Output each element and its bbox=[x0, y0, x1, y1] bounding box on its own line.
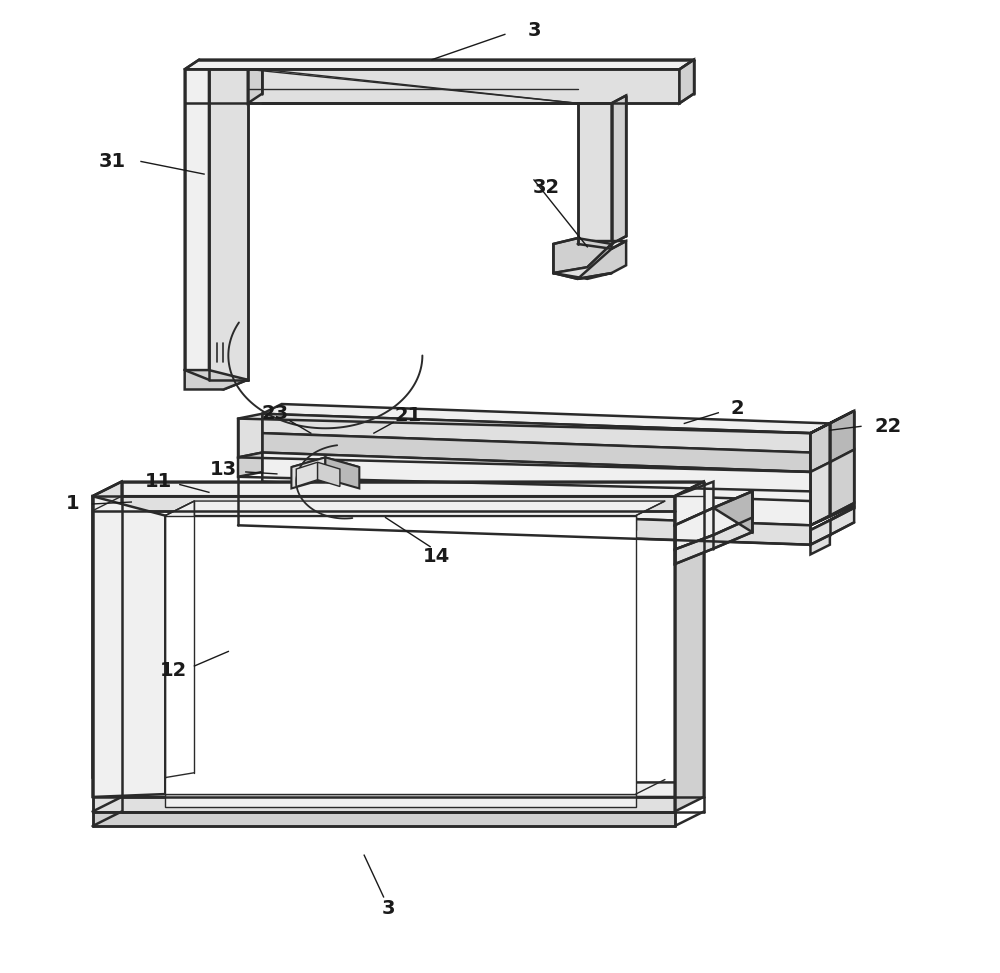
Polygon shape bbox=[318, 462, 340, 486]
Polygon shape bbox=[93, 811, 675, 826]
Text: 3: 3 bbox=[382, 899, 395, 919]
Polygon shape bbox=[209, 69, 248, 379]
Polygon shape bbox=[810, 462, 830, 525]
Polygon shape bbox=[675, 508, 752, 550]
Polygon shape bbox=[262, 506, 810, 545]
Polygon shape bbox=[291, 457, 325, 488]
Polygon shape bbox=[165, 794, 636, 807]
Text: 22: 22 bbox=[874, 416, 902, 436]
Polygon shape bbox=[93, 496, 675, 511]
Text: 12: 12 bbox=[159, 662, 187, 680]
Polygon shape bbox=[93, 482, 704, 496]
Polygon shape bbox=[165, 516, 636, 794]
Polygon shape bbox=[810, 508, 854, 530]
Polygon shape bbox=[553, 268, 612, 279]
Polygon shape bbox=[810, 411, 854, 433]
Polygon shape bbox=[810, 535, 830, 555]
Text: 1: 1 bbox=[66, 494, 80, 514]
Polygon shape bbox=[185, 379, 248, 389]
Polygon shape bbox=[679, 59, 694, 103]
Polygon shape bbox=[296, 462, 318, 486]
Text: 14: 14 bbox=[423, 547, 451, 566]
Polygon shape bbox=[238, 452, 262, 477]
Polygon shape bbox=[248, 69, 262, 103]
Polygon shape bbox=[612, 95, 626, 244]
Polygon shape bbox=[165, 501, 194, 777]
Text: 31: 31 bbox=[98, 152, 125, 171]
Polygon shape bbox=[93, 482, 122, 777]
Polygon shape bbox=[93, 797, 675, 811]
Polygon shape bbox=[810, 503, 854, 525]
Polygon shape bbox=[185, 370, 248, 389]
Polygon shape bbox=[830, 411, 854, 462]
Text: 13: 13 bbox=[210, 459, 237, 479]
Polygon shape bbox=[578, 241, 626, 249]
Polygon shape bbox=[325, 457, 359, 488]
Text: 21: 21 bbox=[394, 406, 421, 425]
Text: 11: 11 bbox=[145, 472, 172, 491]
Polygon shape bbox=[675, 482, 713, 525]
Polygon shape bbox=[830, 450, 854, 516]
Polygon shape bbox=[810, 423, 830, 472]
Polygon shape bbox=[165, 516, 636, 530]
Text: 2: 2 bbox=[731, 399, 745, 418]
Polygon shape bbox=[185, 59, 694, 69]
Polygon shape bbox=[578, 103, 612, 244]
Polygon shape bbox=[165, 501, 665, 516]
Polygon shape bbox=[713, 491, 752, 535]
Polygon shape bbox=[553, 244, 612, 279]
Polygon shape bbox=[675, 518, 752, 564]
Polygon shape bbox=[553, 238, 612, 273]
Text: 23: 23 bbox=[261, 404, 288, 423]
Polygon shape bbox=[262, 404, 830, 433]
Polygon shape bbox=[713, 491, 752, 532]
Polygon shape bbox=[810, 508, 854, 545]
Polygon shape bbox=[238, 414, 262, 457]
Polygon shape bbox=[93, 782, 704, 797]
Polygon shape bbox=[185, 69, 679, 103]
Polygon shape bbox=[262, 452, 810, 525]
Polygon shape bbox=[185, 69, 209, 379]
Polygon shape bbox=[93, 496, 165, 797]
Text: 32: 32 bbox=[533, 178, 560, 198]
Polygon shape bbox=[262, 433, 810, 472]
Polygon shape bbox=[578, 241, 626, 279]
Polygon shape bbox=[675, 482, 704, 811]
Polygon shape bbox=[262, 482, 810, 525]
Polygon shape bbox=[262, 414, 810, 452]
Polygon shape bbox=[291, 457, 359, 477]
Text: 3: 3 bbox=[527, 21, 541, 40]
